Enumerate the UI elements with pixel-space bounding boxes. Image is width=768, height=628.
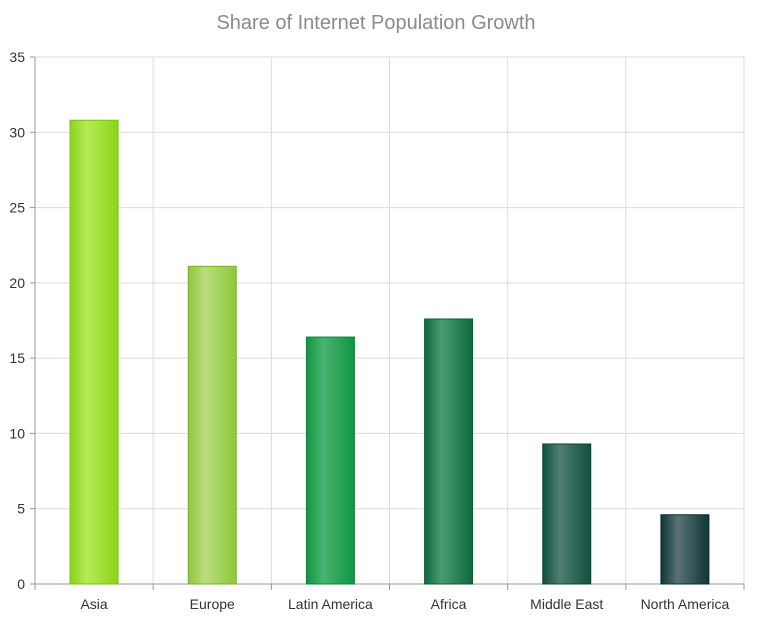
y-tick-label: 25 [9, 200, 25, 216]
bar-asia [69, 119, 119, 585]
y-tick-label: 0 [17, 576, 25, 592]
y-tick-label: 5 [17, 501, 25, 517]
bar-layer [69, 119, 710, 585]
bar-latin-america [305, 336, 355, 585]
x-tick-label: Europe [190, 596, 235, 612]
y-tick-label: 35 [9, 49, 25, 65]
y-tick-label: 10 [9, 425, 25, 441]
x-tick-label: Africa [431, 596, 467, 612]
axis-layer [30, 56, 745, 590]
x-tick-label: Asia [80, 596, 107, 612]
grid-layer [35, 56, 745, 584]
y-tick-label: 30 [9, 124, 25, 140]
label-layer: 0 5 10 15 20 25 30 35 Asia Europe Latin America Afr… [9, 49, 729, 612]
bar-middle-east [542, 443, 592, 585]
y-tick-label: 20 [9, 275, 25, 291]
chart-title: Share of Internet Population Growth [216, 12, 536, 34]
y-tick-label: 15 [9, 350, 25, 366]
bar-north-america [660, 514, 710, 585]
bar-africa [424, 318, 474, 585]
x-tick-label: North America [641, 596, 730, 612]
bar-europe [187, 265, 237, 585]
x-tick-label: Middle East [530, 596, 603, 612]
x-tick-label: Latin America [288, 596, 373, 612]
